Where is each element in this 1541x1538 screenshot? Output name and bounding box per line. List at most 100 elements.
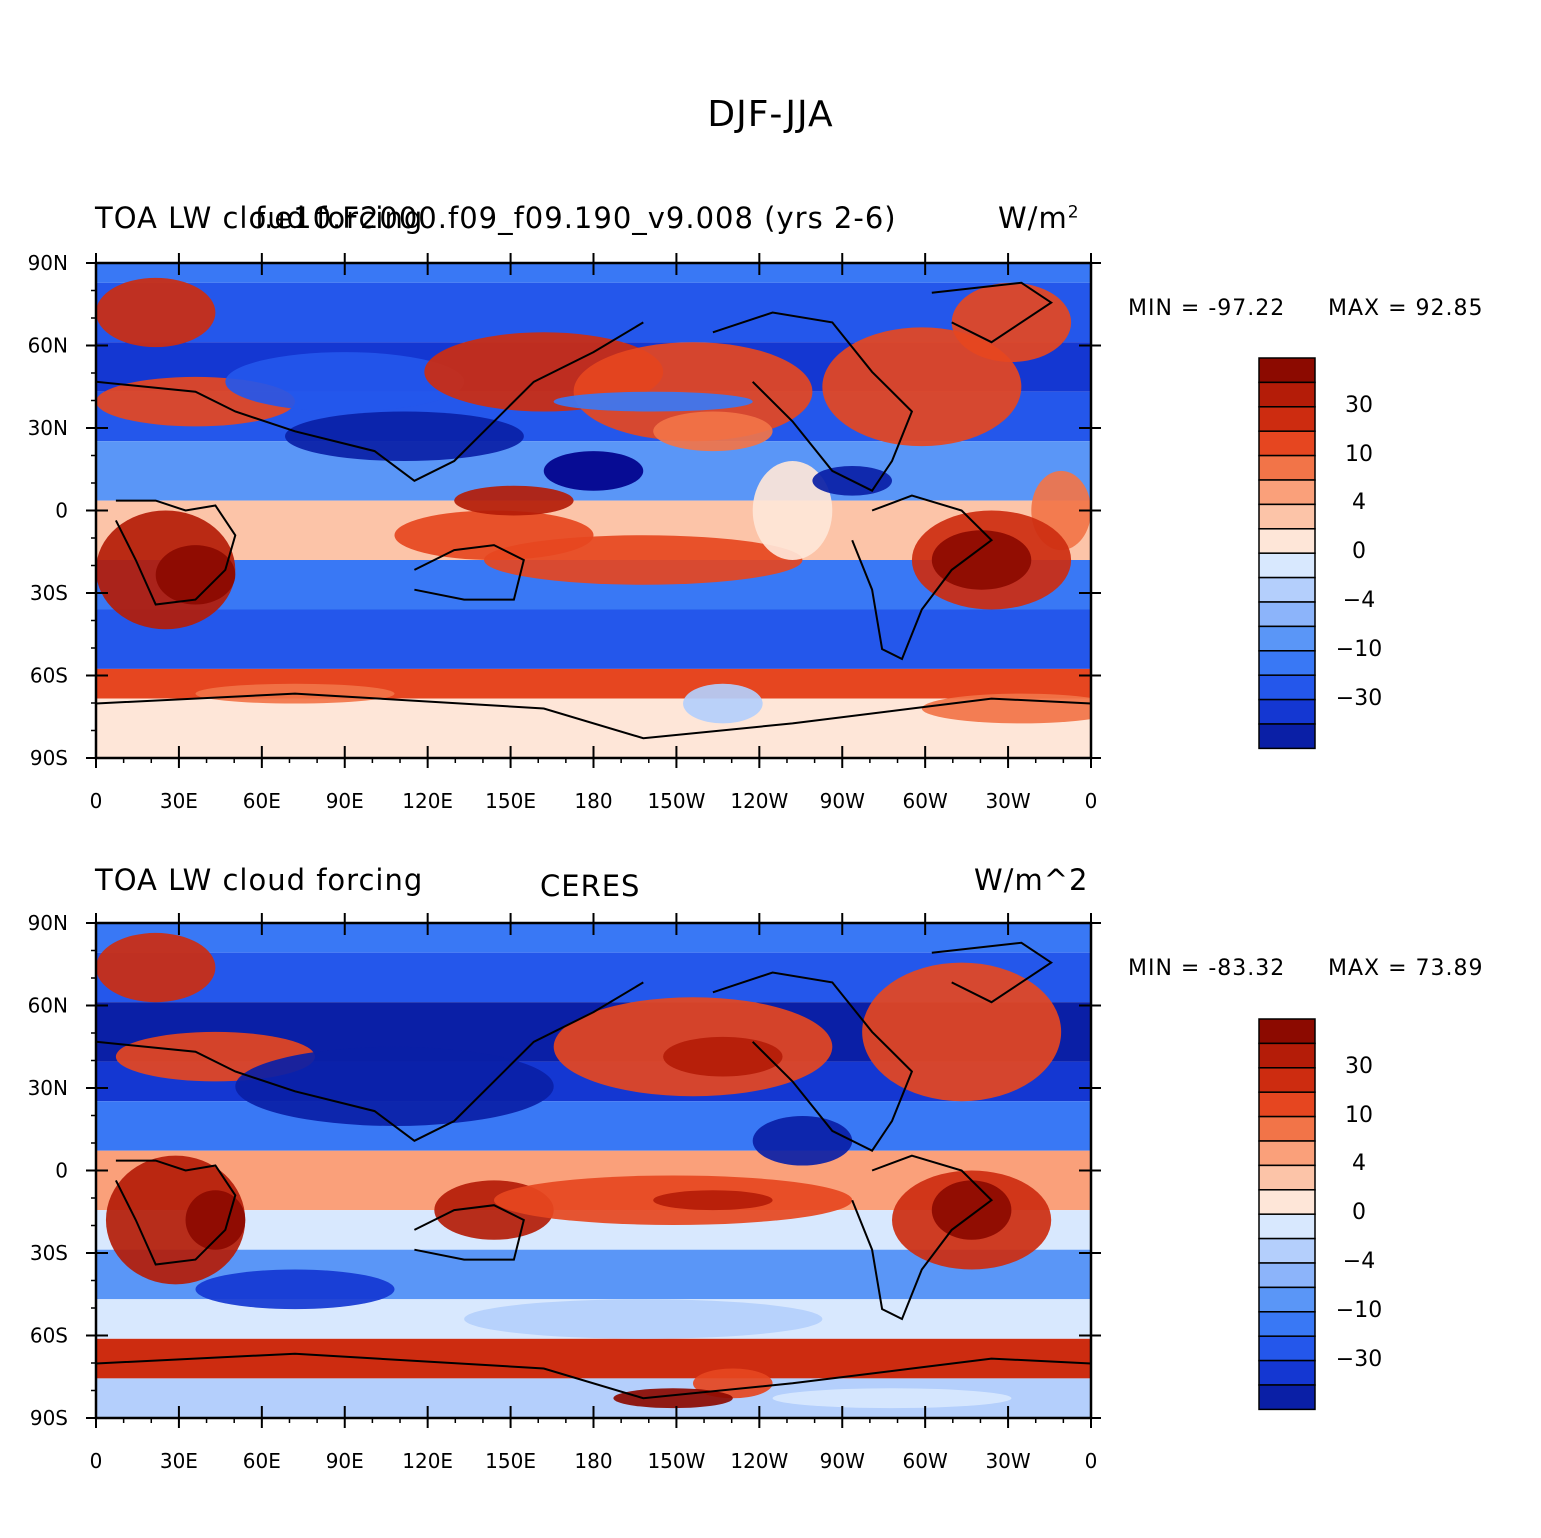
colorbar-box [1258, 723, 1316, 750]
colorbar-box [1258, 430, 1316, 457]
lat-tick-label: 60S [30, 664, 68, 688]
colorbar-box [1258, 1335, 1316, 1362]
colorbar-box [1258, 406, 1316, 432]
panel2-case-label: CERES [540, 869, 641, 903]
colorbar-1 [1258, 357, 1316, 750]
lat-tick-label: 90N [28, 251, 68, 275]
colorbar-box [1258, 1067, 1316, 1093]
panel1-units-exponent: 2 [1067, 202, 1080, 223]
lat-tick-label: 0 [55, 1159, 68, 1183]
coastline-2-3 [413, 1204, 525, 1261]
lon-tick-label: 150E [485, 1449, 536, 1473]
colorbar-2-label: 10 [1345, 1102, 1373, 1128]
lon-tick-label: 120W [730, 1449, 788, 1473]
colorbar-box [1258, 1042, 1316, 1069]
colorbar-box [1258, 357, 1316, 384]
lon-tick-label: 150E [485, 789, 536, 813]
lat-tick-label: 30S [30, 1241, 68, 1265]
colorbar-2-label: 4 [1352, 1151, 1366, 1177]
lon-tick-label: 120W [730, 789, 788, 813]
lon-tick-label: 180 [574, 1449, 612, 1473]
colorbar-box [1258, 1384, 1316, 1411]
panel1-variable-label: TOA LW cloud forcing [95, 201, 424, 235]
lon-tick-label: 60E [243, 1449, 281, 1473]
colorbar-box [1258, 1311, 1316, 1337]
panel1-units-label: W/m2 [998, 204, 1080, 233]
lon-tick-label: 0 [1085, 1449, 1098, 1473]
panel1-max-label: MAX = 92.85 [1328, 296, 1484, 321]
lon-tick-label: 60W [903, 789, 948, 813]
colorbar-1-label: 10 [1345, 441, 1373, 467]
coastline-2-7 [931, 941, 1054, 1004]
colorbar-box [1258, 479, 1316, 506]
map-fill-1 [96, 263, 1091, 758]
panel1-min-label: MIN = -97.22 [1128, 296, 1286, 321]
lon-tick-label: 180 [574, 789, 612, 813]
colorbar-box [1258, 1164, 1316, 1191]
colorbar-box [1258, 503, 1316, 530]
lat-tick-label: 30S [30, 581, 68, 605]
lon-tick-label: 150W [647, 1449, 705, 1473]
lon-tick-label: 0 [90, 789, 103, 813]
lon-tick-label: 30W [985, 789, 1030, 813]
lon-tick-label: 0 [90, 1449, 103, 1473]
colorbar-box [1258, 1286, 1316, 1313]
lon-tick-label: 60E [243, 789, 281, 813]
colorbar-2-label: 0 [1352, 1200, 1366, 1226]
colorbar-box [1258, 576, 1316, 603]
colorbar-box [1258, 1213, 1316, 1240]
colorbar-box [1258, 454, 1316, 481]
panel1-units-text: W/m [998, 201, 1068, 235]
lat-tick-label: 30N [28, 1076, 68, 1100]
coastline-1-1 [115, 499, 237, 606]
lat-tick-label: 90S [30, 1406, 68, 1430]
colorbar-1-label: −10 [1335, 636, 1383, 662]
colorbar-box [1258, 674, 1316, 701]
colorbar-2 [1258, 1018, 1316, 1411]
colorbar-box [1258, 625, 1316, 652]
lon-tick-label: 150W [647, 789, 705, 813]
colorbar-box [1258, 1359, 1316, 1386]
lon-tick-label: 30W [985, 1449, 1030, 1473]
colorbar-box [1258, 552, 1316, 579]
colorbar-box [1258, 1237, 1316, 1264]
colorbar-box [1258, 1189, 1316, 1215]
lat-tick-label: 60S [30, 1324, 68, 1348]
lon-tick-label: 60W [903, 1449, 948, 1473]
colorbar-box [1258, 1091, 1316, 1118]
lat-tick-label: 60N [28, 334, 68, 358]
lat-tick-label: 30N [28, 416, 68, 440]
panel1-case-label: f.e10.F2000.f09_f09.190_v9.008 (yrs 2-6) [255, 201, 897, 235]
colorbar-2-label: −10 [1335, 1297, 1383, 1323]
colorbar-2-label: 30 [1345, 1053, 1373, 1079]
colorbar-box [1258, 381, 1316, 408]
coastline-1-6 [96, 321, 644, 482]
colorbar-box [1258, 650, 1316, 676]
coastline-1-2 [851, 494, 994, 661]
map-panel-2: 90N 60N 30N 0 30S 60S 90S 0 30E 60E 90E 120E 150E 180… [28, 911, 1101, 1473]
colorbar-1-label: 4 [1352, 490, 1366, 516]
lon-tick-label: 30E [160, 1449, 198, 1473]
lon-tick-label: 90W [820, 1449, 865, 1473]
lon-tick-label: 90W [820, 789, 865, 813]
map-fill-2 [96, 923, 1091, 1418]
coastline-2-5 [96, 1352, 1091, 1400]
lat-tick-label: 0 [55, 499, 68, 523]
coastline-1-3 [413, 544, 525, 601]
map-panel-1: 90N 60N 30N 0 30S 60S 90S 0 30E 60E 90E 120E 150E 180… [28, 251, 1101, 813]
lon-tick-label: 120E [402, 1449, 453, 1473]
lon-tick-label: 120E [402, 789, 453, 813]
colorbar-1-label: 30 [1345, 392, 1373, 418]
panel2-max-label: MAX = 73.89 [1328, 956, 1484, 981]
panel2-min-label: MIN = -83.32 [1128, 956, 1286, 981]
lat-tick-label: 90N [28, 911, 68, 935]
colorbar-1-label: −4 [1342, 588, 1376, 613]
lat-tick-label: 60N [28, 994, 68, 1018]
colorbar-2-label: −4 [1342, 1249, 1376, 1274]
lat-tick-label: 90S [30, 746, 68, 770]
panel2-variable-label: TOA LW cloud forcing [95, 863, 424, 897]
colorbar-box [1258, 528, 1316, 554]
colorbar-box [1258, 1140, 1316, 1167]
lon-tick-label: 0 [1085, 789, 1098, 813]
